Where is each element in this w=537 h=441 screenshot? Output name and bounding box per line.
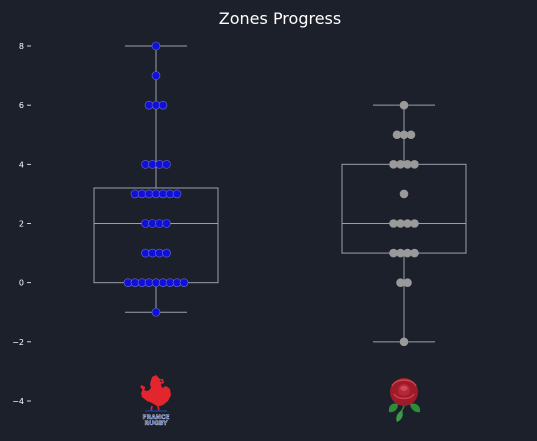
data-point xyxy=(173,190,181,198)
data-points xyxy=(124,42,419,346)
data-point xyxy=(407,131,415,139)
y-tick-label: 4 xyxy=(19,160,24,169)
data-point xyxy=(400,338,408,346)
chart-title: Zones Progress xyxy=(219,9,341,28)
data-point xyxy=(411,220,419,228)
iqr-box xyxy=(94,188,218,283)
iqr-box xyxy=(342,164,466,253)
box-0 xyxy=(94,46,218,312)
data-point xyxy=(152,72,160,80)
y-tick-label: 2 xyxy=(19,220,24,229)
data-point xyxy=(400,101,408,109)
data-point xyxy=(163,249,171,257)
data-point xyxy=(152,308,160,316)
y-tick-label: −2 xyxy=(12,338,24,347)
y-tick-label: 8 xyxy=(19,42,24,51)
france-logo-text-line2: RUGBY xyxy=(144,420,168,427)
data-point xyxy=(163,220,171,228)
y-axis: −4 −2 0 2 4 6 8 xyxy=(12,42,31,406)
data-point xyxy=(152,42,160,50)
france-rugby-rooster-icon: FRANCE RUGBY xyxy=(141,375,171,427)
data-point xyxy=(180,279,188,287)
data-point xyxy=(411,249,419,257)
data-point xyxy=(400,190,408,198)
data-point xyxy=(163,160,171,168)
data-point xyxy=(404,279,412,287)
england-rugby-rose-icon xyxy=(389,378,420,422)
data-point xyxy=(411,160,419,168)
y-tick-label: −4 xyxy=(12,397,24,406)
y-tick-label: 6 xyxy=(19,101,24,110)
data-point xyxy=(159,101,167,109)
y-tick-label: 0 xyxy=(19,279,24,288)
